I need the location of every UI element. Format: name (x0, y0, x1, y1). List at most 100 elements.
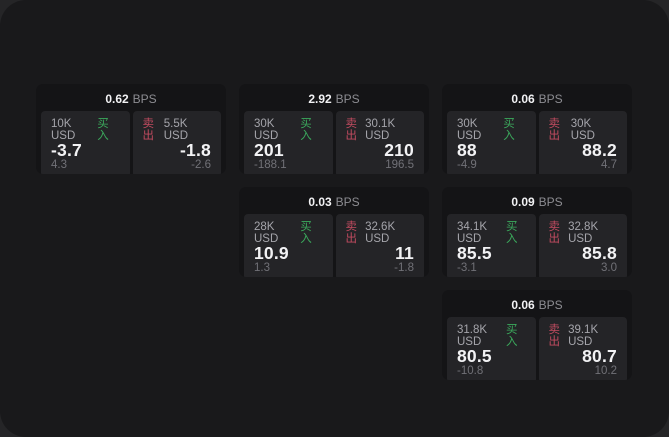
sell-panel-top: 卖出 30.1K USD (345, 118, 415, 142)
sell-panel-top: 卖出 5.5K USD (142, 118, 212, 142)
bps-unit-label: BPS (538, 91, 563, 106)
sell-amount: 32.8K USD (568, 221, 599, 245)
buy-price: 85.5 (457, 243, 492, 263)
card-header: 0.06 BPS (442, 290, 632, 317)
buy-side-label: 买入 (300, 118, 312, 142)
buy-panel[interactable]: 28K USD 买入 10.9 1.3 (244, 214, 333, 277)
sell-delta: 10.2 (594, 364, 617, 377)
bps-value: 0.03 (308, 194, 332, 209)
sell-price: 210 (384, 140, 414, 160)
bps-unit-label: BPS (132, 91, 157, 106)
card-body: 28K USD 买入 10.9 1.3 卖出 32.6K USD 11 -1.8 (239, 214, 429, 277)
card-header: 2.92 BPS (239, 84, 429, 111)
sell-amount: 30K USD (570, 118, 595, 142)
buy-panel[interactable]: 30K USD 买入 201 -188.1 (244, 111, 333, 174)
buy-panel-top: 10K USD 买入 (51, 118, 120, 142)
sell-side-label: 卖出 (345, 221, 358, 245)
card-header: 0.62 BPS (36, 84, 226, 111)
buy-side-label: 买入 (97, 118, 109, 142)
bps-unit-label: BPS (335, 91, 360, 106)
sell-amount: 30.1K USD (365, 118, 396, 142)
buy-amount: 30K USD (254, 118, 279, 142)
buy-amount: 30K USD (457, 118, 482, 142)
buy-price: 201 (254, 140, 284, 160)
bps-unit-label: BPS (538, 194, 563, 209)
sell-panel[interactable]: 卖出 32.8K USD 85.8 3.0 (538, 214, 627, 277)
buy-delta: 1.3 (254, 261, 270, 274)
sell-price: 88.2 (582, 140, 617, 160)
buy-panel[interactable]: 34.1K USD 买入 85.5 -3.1 (447, 214, 536, 277)
sell-panel-top: 卖出 30K USD (548, 118, 618, 142)
bps-unit-label: BPS (538, 297, 563, 312)
sell-side-label: 卖出 (548, 221, 561, 245)
sell-amount: 39.1K USD (568, 324, 599, 348)
buy-side-label: 买入 (505, 324, 518, 348)
buy-amount: 10K USD (51, 118, 76, 142)
buy-price: 10.9 (254, 243, 289, 263)
bps-value: 0.06 (511, 297, 535, 312)
sell-panel[interactable]: 卖出 30K USD 88.2 4.7 (538, 111, 627, 174)
sell-amount: 5.5K USD (163, 118, 189, 142)
buy-amount: 28K USD (254, 221, 279, 245)
quote-cards-grid: 0.62 BPS 10K USD 买入 -3.7 4.3 卖出 5.5K USD… (36, 84, 632, 380)
quote-card: 0.09 BPS 34.1K USD 买入 85.5 -3.1 卖出 32.8K… (442, 187, 632, 277)
buy-side-label: 买入 (503, 118, 515, 142)
sell-panel[interactable]: 卖出 5.5K USD -1.8 -2.6 (132, 111, 221, 174)
quote-card: 0.06 BPS 30K USD 买入 88 -4.9 卖出 30K USD 8… (442, 84, 632, 174)
buy-panel-top: 30K USD 买入 (254, 118, 323, 142)
quote-card: 0.62 BPS 10K USD 买入 -3.7 4.3 卖出 5.5K USD… (36, 84, 226, 174)
bps-value: 0.06 (511, 91, 535, 106)
buy-delta: -3.1 (457, 261, 477, 274)
sell-price: 11 (395, 243, 414, 263)
buy-delta: -188.1 (254, 158, 287, 171)
buy-amount: 31.8K USD (457, 324, 488, 348)
sell-price: -1.8 (180, 140, 211, 160)
sell-side-label: 卖出 (345, 118, 358, 142)
sell-panel[interactable]: 卖出 30.1K USD 210 196.5 (335, 111, 424, 174)
buy-panel-top: 34.1K USD 买入 (457, 221, 526, 245)
sell-amount: 32.6K USD (365, 221, 396, 245)
card-body: 31.8K USD 买入 80.5 -10.8 卖出 39.1K USD 80.… (442, 317, 632, 380)
sell-panel[interactable]: 卖出 39.1K USD 80.7 10.2 (538, 317, 627, 380)
sell-panel[interactable]: 卖出 32.6K USD 11 -1.8 (335, 214, 424, 277)
buy-price: 80.5 (457, 346, 492, 366)
buy-panel-top: 30K USD 买入 (457, 118, 526, 142)
sell-price: 85.8 (582, 243, 617, 263)
buy-side-label: 买入 (300, 221, 312, 245)
bps-value: 2.92 (308, 91, 332, 106)
sell-delta: 4.7 (601, 158, 617, 171)
buy-price: 88 (457, 140, 477, 160)
bps-unit-label: BPS (335, 194, 360, 209)
buy-panel-top: 31.8K USD 买入 (457, 324, 526, 348)
sell-delta: -1.8 (394, 261, 414, 274)
card-header: 0.06 BPS (442, 84, 632, 111)
bps-value: 0.62 (105, 91, 129, 106)
quote-card: 0.03 BPS 28K USD 买入 10.9 1.3 卖出 32.6K US… (239, 187, 429, 277)
quote-card: 2.92 BPS 30K USD 买入 201 -188.1 卖出 30.1K … (239, 84, 429, 174)
bps-value: 0.09 (511, 194, 535, 209)
buy-panel-top: 28K USD 买入 (254, 221, 323, 245)
card-body: 30K USD 买入 88 -4.9 卖出 30K USD 88.2 4.7 (442, 111, 632, 174)
card-header: 0.09 BPS (442, 187, 632, 214)
buy-panel[interactable]: 10K USD 买入 -3.7 4.3 (41, 111, 130, 174)
buy-delta: 4.3 (51, 158, 67, 171)
sell-panel-top: 卖出 39.1K USD (548, 324, 618, 348)
quote-card: 0.06 BPS 31.8K USD 买入 80.5 -10.8 卖出 39.1… (442, 290, 632, 380)
buy-delta: -10.8 (457, 364, 484, 377)
sell-delta: -2.6 (191, 158, 211, 171)
sell-delta: 196.5 (385, 158, 414, 171)
card-body: 10K USD 买入 -3.7 4.3 卖出 5.5K USD -1.8 -2.… (36, 111, 226, 174)
buy-panel[interactable]: 31.8K USD 买入 80.5 -10.8 (447, 317, 536, 380)
buy-panel[interactable]: 30K USD 买入 88 -4.9 (447, 111, 536, 174)
card-body: 30K USD 买入 201 -188.1 卖出 30.1K USD 210 1… (239, 111, 429, 174)
sell-side-label: 卖出 (548, 118, 561, 142)
sell-price: 80.7 (582, 346, 617, 366)
sell-panel-top: 卖出 32.6K USD (345, 221, 415, 245)
buy-delta: -4.9 (457, 158, 477, 171)
sell-delta: 3.0 (601, 261, 617, 274)
buy-price: -3.7 (51, 140, 82, 160)
sell-side-label: 卖出 (548, 324, 561, 348)
sell-panel-top: 卖出 32.8K USD (548, 221, 618, 245)
sell-side-label: 卖出 (142, 118, 155, 142)
